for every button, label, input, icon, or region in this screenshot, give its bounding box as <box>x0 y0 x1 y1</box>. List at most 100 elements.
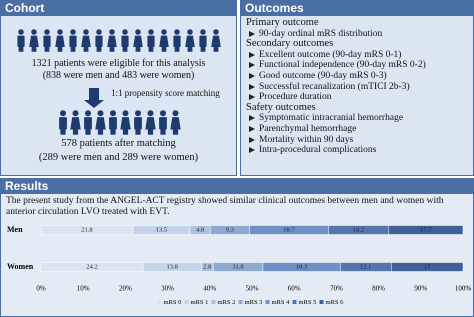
person-icon <box>120 117 131 130</box>
bar-segment <box>391 262 464 272</box>
legend-label: mRS 4 <box>272 299 291 306</box>
person-icon <box>81 35 91 47</box>
category-label: Women <box>7 262 34 271</box>
person-icon <box>97 128 104 135</box>
outcome-item: Parenchymal hemorrhage <box>246 124 426 135</box>
matched-split: (289 were men and 289 were women) <box>38 152 199 163</box>
x-tick-label: 20% <box>119 285 132 293</box>
arrow <box>84 88 104 108</box>
value-label: 18.7 <box>283 226 295 233</box>
person-icon <box>145 117 156 130</box>
outcomes-title: Outcomes <box>241 1 473 16</box>
outcome-item: Excellent outcome (90-day mRS 0-1) <box>246 50 426 61</box>
person-icon <box>83 29 89 35</box>
value-label: 2.8 <box>203 263 211 270</box>
legend-label: mRS 6 <box>326 299 345 306</box>
person-icon <box>85 128 91 135</box>
value-label: 12.1 <box>360 263 371 270</box>
outcome-item: Mortality within 90 days <box>246 135 426 146</box>
person-icon <box>122 128 129 135</box>
value-label: 18.3 <box>296 263 307 270</box>
person-icon <box>84 117 92 130</box>
legend-swatch <box>265 300 270 304</box>
person-icon <box>122 29 128 35</box>
person-icon <box>59 117 67 130</box>
person-icon <box>135 128 141 135</box>
person-icon <box>159 117 167 130</box>
x-tick-label: 50% <box>246 285 259 293</box>
legend-swatch <box>157 300 162 304</box>
person-icon <box>109 117 117 130</box>
person-icon <box>174 29 180 35</box>
results-panel: Results The present study from the ANGEL… <box>0 178 474 317</box>
legend-swatch <box>184 300 189 304</box>
x-tick-label: 40% <box>203 285 216 293</box>
person-icon <box>72 110 79 117</box>
person-icon <box>110 128 116 135</box>
eligible-split: (838 were men and 483 were women) <box>42 70 195 81</box>
person-icon <box>200 29 206 35</box>
person-icon <box>170 117 181 130</box>
x-tick-label: 0% <box>36 285 46 293</box>
value-label: 9.3 <box>226 226 234 233</box>
outcome-item: Functional independence (90-day mRS 0-2) <box>246 60 426 71</box>
bar-segment <box>388 225 464 235</box>
person-icon <box>17 35 25 47</box>
person-icon <box>57 29 63 35</box>
person-icon <box>60 110 66 117</box>
category-label: Men <box>7 225 23 234</box>
cohort-panel: Cohort 1321 patients were eligible for t… <box>0 0 237 176</box>
value-label: 11.8 <box>233 263 244 270</box>
legend-label: mRS 3 <box>245 299 263 306</box>
person-icon <box>135 29 141 35</box>
outcome-heading: Secondary outcomes <box>246 38 334 50</box>
person-icon <box>96 29 102 35</box>
person-icon <box>70 117 81 130</box>
x-tick-label: 70% <box>330 285 343 293</box>
outcome-heading: Primary outcome <box>246 17 319 28</box>
person-icon <box>85 110 91 117</box>
x-tick-label: 30% <box>161 285 174 293</box>
person-icon <box>135 45 141 52</box>
person-icon <box>18 29 24 35</box>
person-icon <box>44 29 50 35</box>
person-icon <box>173 35 181 47</box>
chart: 0% 10% 20% 30% 40% 50% 60% 70% 80% 90% 100% Men 21.8… <box>7 225 472 306</box>
person-icon <box>69 35 77 47</box>
person-icon <box>60 128 66 135</box>
value-label: 4.8 <box>196 226 204 233</box>
value-label: 21.8 <box>81 226 92 233</box>
matched-text: 578 patients after matching <box>61 138 176 149</box>
person-icon <box>44 45 50 52</box>
person-icon <box>160 128 166 135</box>
person-icon <box>185 35 195 47</box>
person-icon <box>161 45 167 52</box>
outcome-item: Successful recanalization (mTICI 2b-3) <box>246 82 426 93</box>
legend-label: mRS 5 <box>299 299 317 306</box>
x-tick-label: 100% <box>455 285 472 293</box>
person-icon <box>31 45 37 52</box>
legend-swatch <box>211 300 216 304</box>
outcome-item: Good outcome (90-day mRS 0-3) <box>246 71 426 82</box>
outcome-heading: Safety outcomes <box>246 101 316 113</box>
results-text: The present study from the ANGEL-ACT reg… <box>6 196 444 217</box>
person-icon <box>172 110 179 117</box>
person-icon <box>187 45 193 52</box>
person-icon <box>147 35 155 47</box>
outcomes-panel: Outcomes Primary outcome 90-day ordinal m… <box>240 0 474 176</box>
x-tick-label: 10% <box>77 285 90 293</box>
person-icon <box>172 128 179 135</box>
results-title: Results <box>1 179 473 194</box>
person-icon <box>174 45 180 52</box>
person-icon <box>200 45 206 52</box>
legend-label: mRS 2 <box>218 299 236 306</box>
person-icon <box>43 35 51 47</box>
value-label: 13.8 <box>167 263 178 270</box>
legend-swatch <box>292 300 297 304</box>
person-icon <box>70 29 76 35</box>
person-icon <box>97 110 104 117</box>
person-icon <box>109 45 115 52</box>
person-icon <box>107 35 117 47</box>
outcome-item: Symptomatic intracranial hemorrhage <box>246 113 426 124</box>
